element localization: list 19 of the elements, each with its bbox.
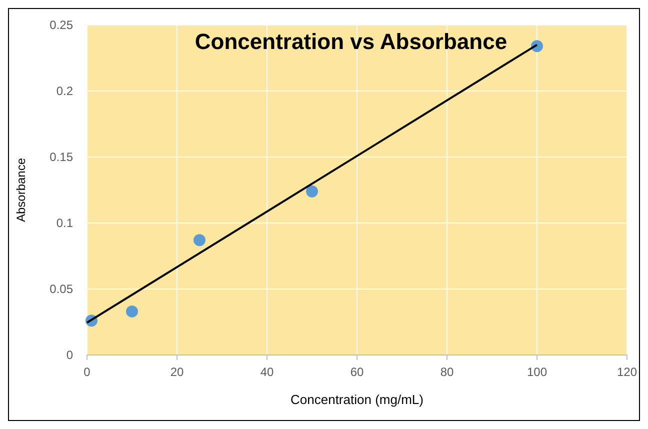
point <box>194 234 206 246</box>
point <box>126 305 138 318</box>
x-tick-label: 120 <box>616 365 638 379</box>
x-tick-label: 0 <box>84 365 91 379</box>
chart-title: Concentration vs Absorbance <box>194 29 508 54</box>
x-tick-label: 60 <box>350 365 364 379</box>
x-tick-label: 40 <box>260 365 274 379</box>
x-tick-label: 20 <box>170 365 184 379</box>
point <box>306 185 318 198</box>
x-tick-label: 100 <box>526 365 548 379</box>
y-tick-label: 0.05 <box>50 282 74 296</box>
y-tick-label: 0.25 <box>50 18 74 32</box>
y-tick-label: 0 <box>66 348 74 362</box>
y-axis-title: Absorbance <box>14 158 28 222</box>
y-tick-label: 0.2 <box>56 84 74 98</box>
x-tick-label: 80 <box>440 365 454 379</box>
y-tick-label: 0.1 <box>56 216 74 230</box>
x-axis-title: Concentration (mg/mL) <box>290 392 424 407</box>
y-tick-label: 0.15 <box>50 150 74 164</box>
